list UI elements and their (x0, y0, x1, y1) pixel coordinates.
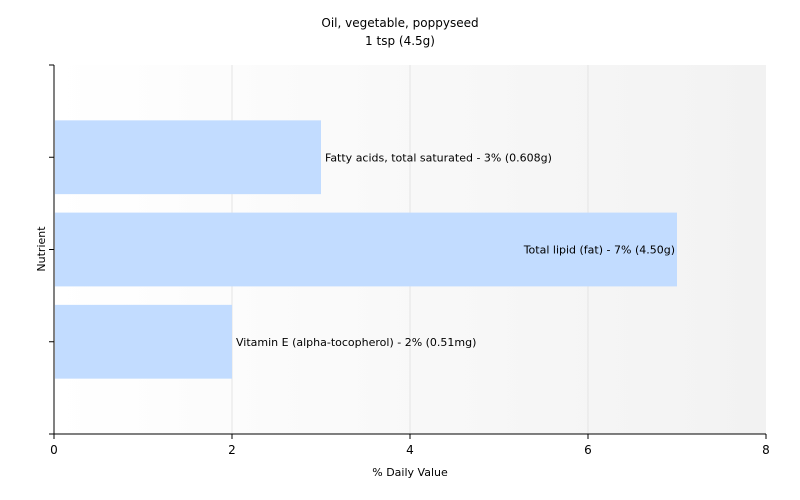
x-tick-label: 2 (228, 443, 236, 457)
x-axis-ticks: 0 2 4 6 8 (50, 434, 770, 457)
x-axis-label: % Daily Value (372, 466, 448, 479)
bar-label: Fatty acids, total saturated - 3% (0.608… (325, 151, 552, 164)
y-axis-ticks (49, 64, 54, 435)
x-tick-label: 8 (762, 443, 770, 457)
bar (55, 212, 677, 287)
bar (55, 120, 321, 195)
y-axis-label: Nutrient (35, 226, 48, 272)
bar (55, 304, 232, 379)
bar-label: Vitamin E (alpha-tocopherol) - 2% (0.51m… (236, 336, 476, 349)
chart-subtitle: 1 tsp (4.5g) (365, 34, 435, 48)
bar-label: Total lipid (fat) - 7% (4.50g) (523, 244, 675, 257)
bars (55, 120, 677, 379)
x-tick-label: 6 (584, 443, 592, 457)
x-tick-label: 0 (50, 443, 58, 457)
chart-title: Oil, vegetable, poppyseed (321, 16, 478, 30)
bar-labels: Fatty acids, total saturated - 3% (0.608… (236, 151, 675, 349)
x-tick-label: 4 (406, 443, 414, 457)
